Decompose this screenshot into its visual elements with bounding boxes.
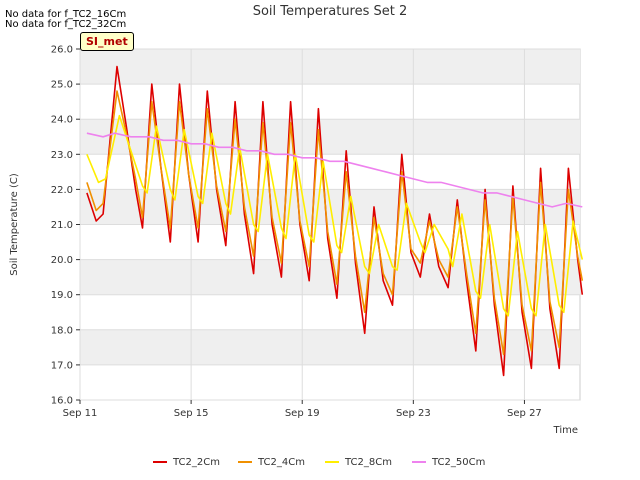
legend: TC2_2Cm TC2_4Cm TC2_8Cm TC2_50Cm: [153, 457, 485, 468]
y-tick-label: 17.0: [51, 360, 73, 371]
grid-band: [80, 49, 580, 85]
legend-label: TC2_2Cm: [172, 457, 220, 468]
y-tick-label: 23.0: [51, 150, 73, 161]
x-tick-label: Sep 15: [174, 408, 209, 419]
y-tick-label: 21.0: [51, 220, 73, 231]
y-tick-label: 18.0: [51, 325, 73, 336]
x-tick-label: Sep 19: [285, 408, 320, 419]
grid-band: [80, 259, 580, 295]
site-badge: SI_met: [80, 32, 134, 51]
no-data-note-32cm: No data for f_TC2_32Cm: [5, 19, 127, 30]
series-layer: [86, 65, 584, 377]
grid-band: [80, 329, 580, 365]
legend-label: TC2_50Cm: [431, 457, 485, 468]
grid-band: [80, 119, 580, 155]
x-tick-label: Sep 11: [63, 408, 98, 419]
legend-label: TC2_4Cm: [257, 457, 305, 468]
y-tick-label: 26.0: [51, 45, 73, 56]
no-data-note-16cm: No data for f_TC2_16Cm: [5, 9, 127, 20]
series-line-TC2_50Cm: [86, 132, 583, 208]
series-line-TC2_8Cm: [86, 114, 584, 317]
y-tick-label: 24.0: [51, 115, 73, 126]
y-tick-label: 25.0: [51, 80, 73, 91]
chart-title: Soil Temperatures Set 2: [253, 4, 408, 19]
y-tick-label: 20.0: [51, 255, 73, 266]
y-tick-label: 22.0: [51, 185, 73, 196]
y-tick-label: 19.0: [51, 290, 73, 301]
y-axis-ticks: 16.0 17.0 18.0 19.0 20.0 21.0 22.0 23.0 24.0 25.0…: [51, 45, 80, 407]
x-tick-label: Sep 27: [507, 408, 542, 419]
legend-label: TC2_8Cm: [344, 457, 392, 468]
y-tick-label: 16.0: [51, 396, 73, 407]
x-axis-ticks: Sep 11 Sep 15 Sep 19 Sep 23 Sep 27: [63, 400, 542, 419]
x-tick-label: Sep 23: [396, 408, 431, 419]
series-line-TC2_2Cm: [86, 65, 584, 377]
x-axis-label: Time: [553, 425, 578, 436]
series-line-TC2_4Cm: [86, 90, 584, 356]
y-axis-label: Soil Temperature (C): [9, 173, 20, 276]
